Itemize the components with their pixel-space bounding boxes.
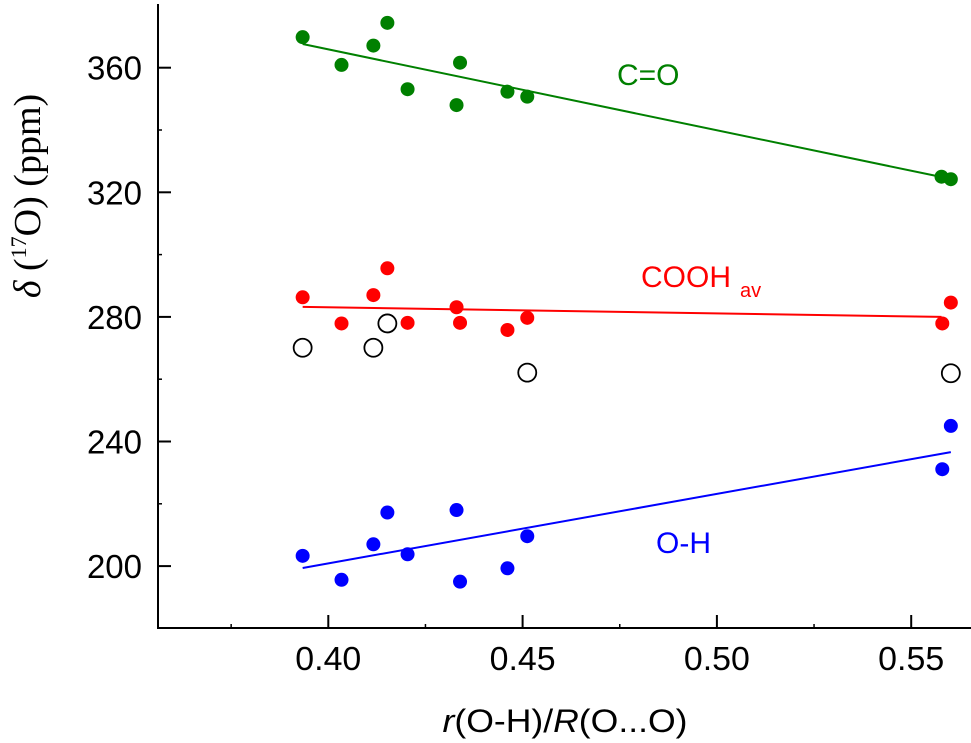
- y-tick-label: 320: [87, 174, 142, 211]
- data-point-o-h: [366, 537, 381, 552]
- data-point-open-circles: [940, 363, 961, 384]
- data-point-o-h: [449, 503, 464, 518]
- y-axis-title-nucleus: O) (ppm): [7, 94, 49, 236]
- data-point-o-h: [334, 572, 349, 587]
- data-point-open-circles: [377, 313, 398, 334]
- x-axis-title-r: r: [443, 703, 456, 739]
- data-point-c-o: [366, 38, 381, 53]
- data-point-o-h: [400, 547, 415, 562]
- data-point-c-o: [295, 30, 310, 45]
- y-axis-title-open: (: [7, 258, 49, 280]
- data-point-cooh-av: [449, 300, 464, 315]
- x-axis-title-R: R: [553, 703, 579, 739]
- x-axis-title: r(O-H)/R(O...O): [443, 703, 688, 739]
- fit-lines: [302, 43, 952, 569]
- data-point-cooh-av: [520, 310, 535, 325]
- data-point-c-o: [520, 89, 535, 104]
- x-tick-label: 0.55: [878, 640, 944, 677]
- y-axis-title-sup: 17: [6, 236, 31, 258]
- data-point-cooh-av: [935, 316, 950, 331]
- series-label-cooh-main: COOH: [641, 261, 731, 294]
- x-axis-title-part2: (O-H)/: [454, 703, 553, 739]
- data-point-cooh-av: [453, 315, 468, 330]
- axes: 200 240 280 320 360 0.40 0.45 0.50 0.55: [87, 4, 971, 677]
- data-point-cooh-av: [380, 261, 395, 276]
- fit-line-cooh-av: [302, 305, 942, 318]
- data-point-c-o: [380, 15, 395, 30]
- data-point-cooh-av: [500, 322, 515, 337]
- data-point-c-o: [500, 84, 515, 99]
- data-point-c-o: [400, 82, 415, 97]
- y-axis-title: δ (17O) (ppm): [6, 94, 49, 298]
- y-ticks: 200 240 280 320 360: [87, 50, 171, 585]
- data-point-o-h: [380, 505, 395, 520]
- series-label-o-h: O-H: [656, 527, 711, 560]
- data-point-open-circles: [292, 337, 313, 358]
- data-points: [292, 15, 961, 589]
- y-axis-title-delta: δ: [7, 279, 49, 298]
- fit-line-c-o: [302, 43, 942, 179]
- y-tick-label: 280: [87, 299, 142, 336]
- series-label-c-o: C=O: [617, 59, 680, 92]
- data-point-c-o: [453, 55, 468, 70]
- data-point-o-h: [935, 462, 950, 477]
- data-point-o-h: [520, 529, 535, 544]
- y-tick-label: 240: [87, 424, 142, 461]
- data-point-o-h: [943, 418, 958, 433]
- y-tick-label: 200: [87, 548, 142, 585]
- series-labels: C=O COOH av O-H: [617, 59, 761, 560]
- data-point-o-h: [453, 574, 468, 589]
- data-point-open-circles: [517, 362, 538, 383]
- data-point-cooh-av: [943, 295, 958, 310]
- data-point-cooh-av: [366, 288, 381, 303]
- data-point-cooh-av: [400, 315, 415, 330]
- data-point-c-o: [943, 172, 958, 187]
- fit-line-o-h: [302, 451, 952, 569]
- data-point-open-circles: [363, 337, 384, 358]
- y-tick-label: 360: [87, 50, 142, 87]
- data-point-o-h: [295, 548, 310, 563]
- x-tick-label: 0.45: [490, 640, 556, 677]
- data-point-c-o: [449, 98, 464, 113]
- data-point-o-h: [500, 561, 515, 576]
- x-tick-label: 0.50: [684, 640, 750, 677]
- x-axis-title-part4: (O...O): [579, 703, 688, 739]
- data-point-cooh-av: [295, 290, 310, 305]
- x-ticks: 0.40 0.45 0.50 0.55: [230, 615, 944, 677]
- x-tick-label: 0.40: [295, 640, 361, 677]
- series-label-cooh: COOH av: [641, 261, 761, 302]
- series-label-cooh-sub: av: [740, 280, 761, 302]
- data-point-c-o: [334, 57, 349, 72]
- data-point-cooh-av: [334, 316, 349, 331]
